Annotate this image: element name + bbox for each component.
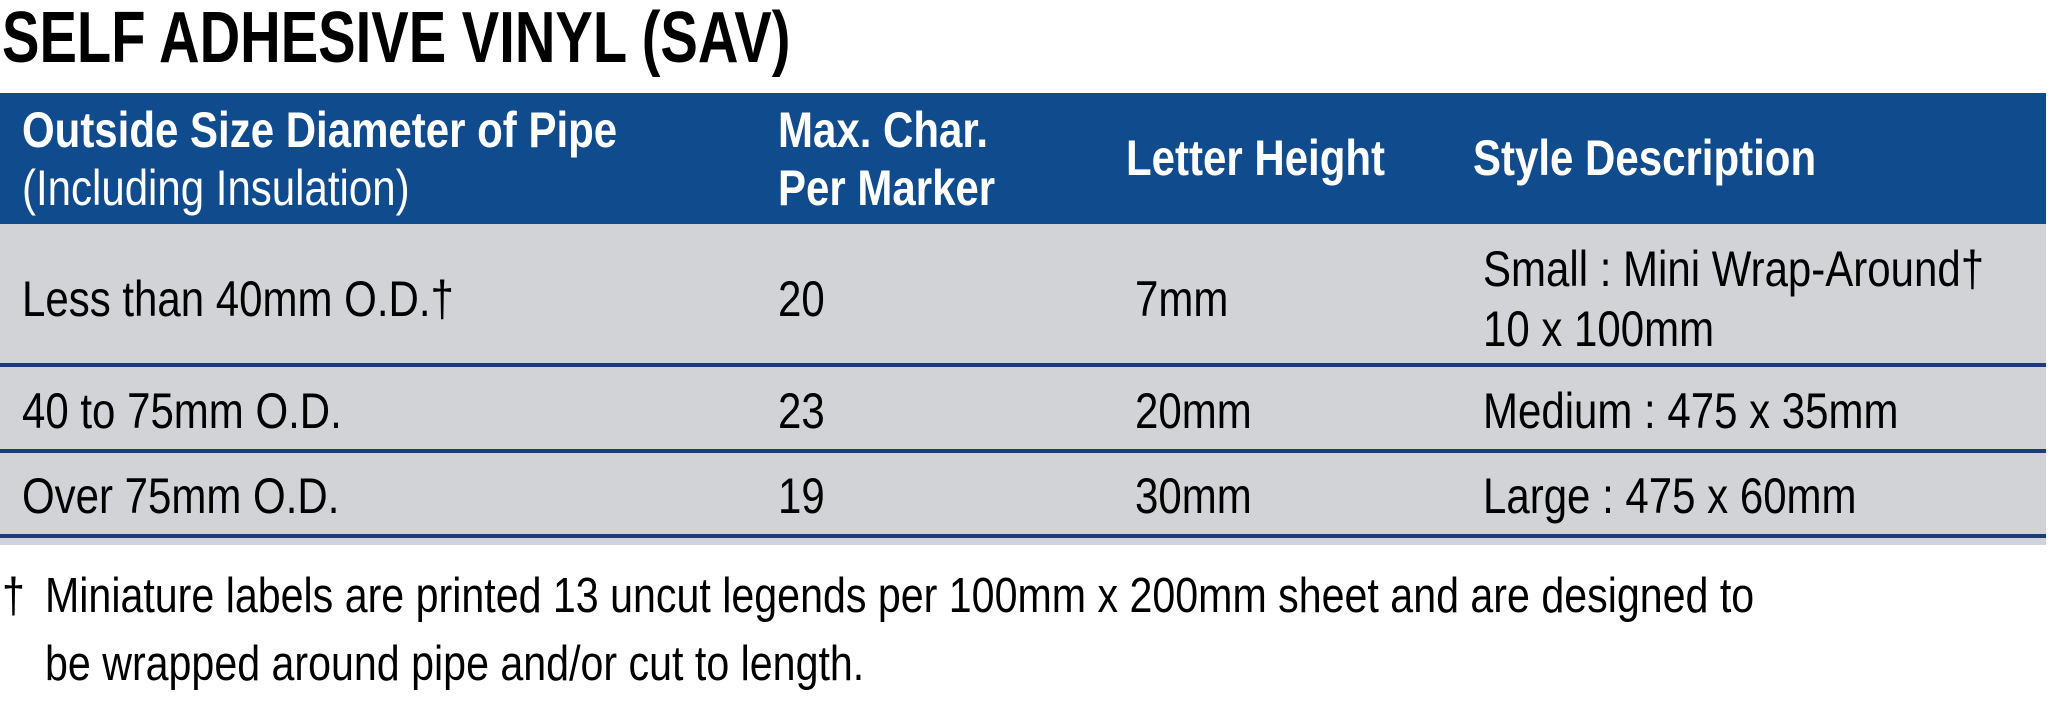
table-header: Outside Size Diameter of Pipe (Including… [0,93,2046,224]
page-title: SELF ADHESIVE VINYL (SAV) [2,0,791,78]
cell-max-char: 20 [778,271,825,327]
cell-style: Large : 475 x 60mm [1483,468,1857,524]
header-letter-height: Letter Height [1126,130,1386,186]
table-row: Over 75mm O.D. 19 30mm Large : 475 x 60m… [0,454,2046,534]
cell-size: Over 75mm O.D. [22,468,340,524]
cell-style: Medium : 475 x 35mm [1483,383,1899,439]
cell-style-size: 10 x 100mm [1483,301,1715,357]
row-divider [0,534,2046,538]
cell-max-char: 23 [778,383,825,439]
cell-size: Less than 40mm O.D.† [22,271,454,327]
footnote-line-2: be wrapped around pipe and/or cut to len… [45,637,865,691]
header-max-char-sub: Per Marker [778,160,996,216]
table-row: Less than 40mm O.D.† 20 7mm Small : Mini… [0,224,2046,363]
header-style: Style Description [1473,130,1817,186]
footnote-line-1: Miniature labels are printed 13 uncut le… [45,569,1755,623]
header-size-sub: (Including Insulation) [22,160,410,216]
sav-table: Outside Size Diameter of Pipe (Including… [0,93,2046,545]
cell-letter-height: 7mm [1135,271,1229,327]
row-divider [0,449,2046,453]
row-divider [0,363,2046,367]
header-max-char: Max. Char. [778,102,989,158]
cell-letter-height: 20mm [1135,383,1252,439]
table-row: 40 to 75mm O.D. 23 20mm Medium : 475 x 3… [0,368,2046,450]
cell-size: 40 to 75mm O.D. [22,383,342,439]
cell-letter-height: 30mm [1135,468,1252,524]
footnote-mark: † [2,569,25,623]
cell-max-char: 19 [778,468,825,524]
cell-style: Small : Mini Wrap-Around† [1483,241,1985,297]
header-size: Outside Size Diameter of Pipe [22,102,618,158]
